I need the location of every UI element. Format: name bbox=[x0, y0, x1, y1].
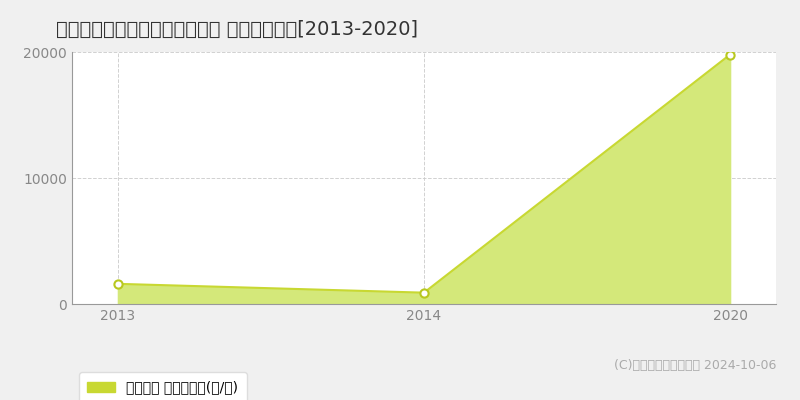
Point bbox=[724, 51, 737, 58]
Point bbox=[111, 281, 124, 287]
Text: 河東郡士幌町ワッカクンネップ 林地価格推移[2013-2020]: 河東郡士幌町ワッカクンネップ 林地価格推移[2013-2020] bbox=[56, 20, 418, 39]
Point bbox=[418, 290, 430, 296]
Legend: 林地価格 平均坪単価(円/坪): 林地価格 平均坪単価(円/坪) bbox=[79, 372, 246, 400]
Text: (C)土地価格ドットコム 2024-10-06: (C)土地価格ドットコム 2024-10-06 bbox=[614, 359, 776, 372]
